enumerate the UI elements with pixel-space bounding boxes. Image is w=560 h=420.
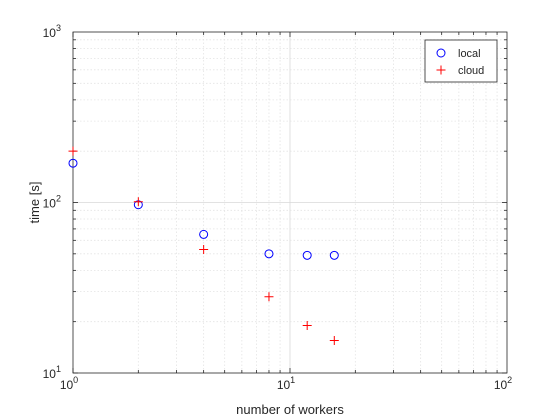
cloud-point	[329, 336, 339, 346]
legend-label-cloud: cloud	[458, 65, 484, 77]
x-tick-label: 100	[60, 375, 78, 392]
legend-marker-local	[436, 48, 446, 58]
series-local	[68, 158, 339, 260]
local-point	[68, 158, 78, 168]
x-tick-label: 102	[494, 375, 512, 392]
cloud-point	[68, 146, 78, 156]
cloud-point	[302, 320, 312, 330]
y-tick-label: 101	[43, 364, 61, 381]
series-cloud	[68, 146, 339, 346]
legend-box	[424, 39, 498, 83]
axis-ticks	[72, 32, 507, 374]
y-tick-label: 102	[43, 194, 61, 211]
x-axis-label: number of workers	[236, 402, 344, 417]
data-marks	[68, 146, 339, 346]
local-point	[199, 229, 209, 239]
y-tick-labels: 101 102 103	[43, 23, 61, 381]
cloud-point	[264, 292, 274, 302]
x-tick-labels: 100 101 102	[60, 375, 512, 392]
local-point	[329, 250, 339, 260]
y-tick-label: 103	[43, 23, 61, 40]
legend-marker-cloud	[436, 65, 446, 75]
local-point	[302, 250, 312, 260]
local-point	[264, 249, 274, 259]
x-tick-label: 101	[277, 375, 295, 392]
legend: local cloud	[424, 39, 498, 83]
legend-label-local: local	[458, 48, 481, 60]
cloud-point	[199, 245, 209, 255]
y-axis-label: time [s]	[27, 182, 42, 224]
cloud-point	[133, 197, 143, 207]
